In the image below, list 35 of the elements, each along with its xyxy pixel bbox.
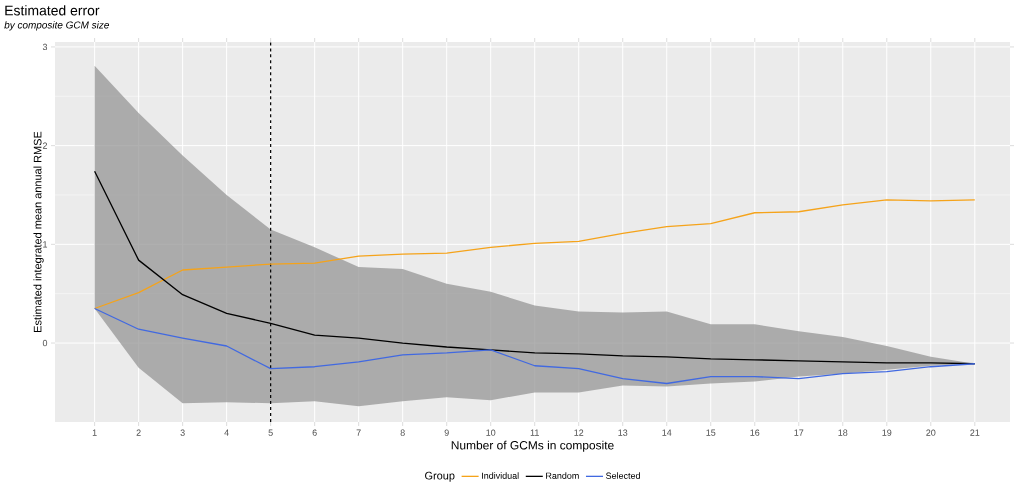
x-tick-label: 16 — [750, 429, 760, 436]
chart-subtitle: by composite GCM size — [4, 21, 110, 31]
x-tick-label: 8 — [400, 429, 405, 436]
x-tick-label: 1 — [92, 429, 97, 436]
line-series — [93, 307, 976, 385]
x-axis-title: Number of GCMs in composite — [451, 440, 614, 452]
x-tick-label: 15 — [706, 429, 716, 436]
y-tick-label: 1 — [43, 241, 48, 248]
x-tick-label: 12 — [574, 429, 584, 436]
legend-label: Individual — [482, 472, 519, 479]
y-tick-label: 3 — [42, 43, 48, 51]
x-tick-label: 18 — [838, 429, 848, 436]
x-tick-label: 2 — [136, 429, 141, 436]
y-tick-label: 2 — [42, 142, 48, 149]
line-series — [93, 199, 976, 310]
x-tick-label: 19 — [882, 429, 892, 436]
x-tick-label: 5 — [268, 429, 273, 436]
legend-label: Random — [546, 472, 579, 479]
y-tick-label: 0 — [42, 339, 48, 347]
y-axis-title: Estimated integrated mean annual RMSE — [33, 131, 44, 332]
x-tick-label: 20 — [926, 429, 936, 436]
legend-label: Selected — [606, 472, 640, 479]
x-tick-label: 10 — [486, 429, 496, 436]
x-tick-label: 3 — [180, 429, 185, 436]
x-tick-label: 6 — [312, 429, 317, 436]
x-tick-label: 4 — [224, 429, 229, 436]
x-tick-label: 7 — [356, 429, 361, 436]
x-tick-label: 14 — [662, 429, 672, 436]
x-tick-label: 9 — [444, 429, 449, 436]
x-tick-label: 17 — [794, 429, 804, 436]
chart-title: Estimated error — [5, 5, 100, 16]
legend-title: Group — [425, 471, 455, 482]
x-tick-label: 11 — [530, 429, 539, 436]
x-tick-label: 13 — [618, 429, 628, 436]
x-tick-label: 21 — [970, 429, 980, 436]
